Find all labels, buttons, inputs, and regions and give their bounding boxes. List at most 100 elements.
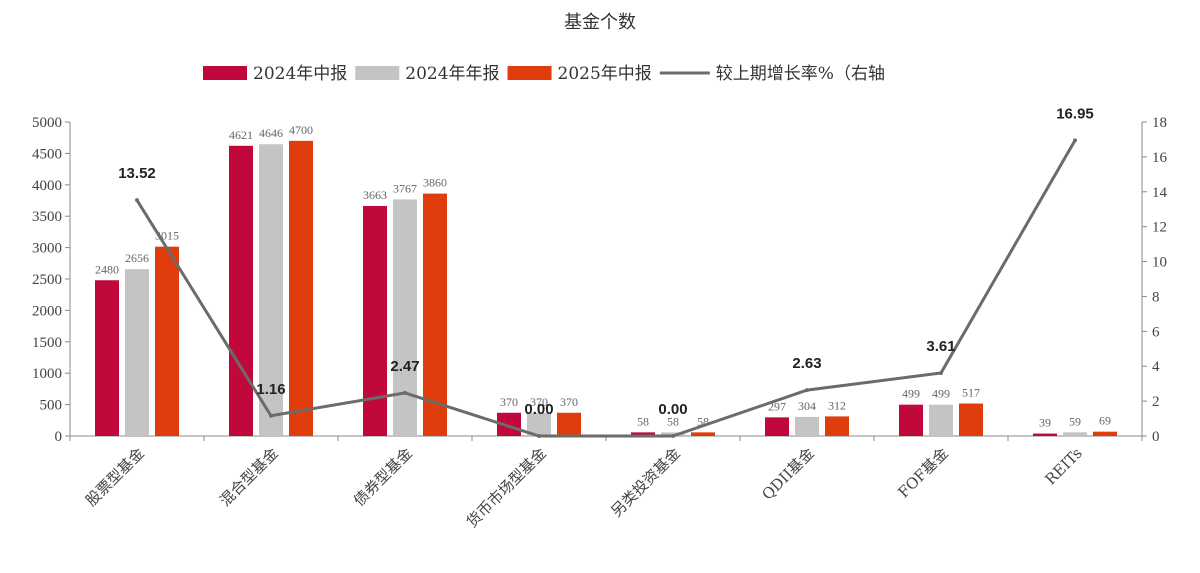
category-label: QDII基金	[758, 444, 818, 504]
bar-value-label: 517	[962, 386, 980, 400]
y-left-tick-label: 500	[40, 398, 63, 414]
bar	[423, 193, 447, 436]
bar	[899, 404, 923, 436]
y-left-tick-label: 2000	[32, 303, 62, 319]
growth-value-label: 2.47	[390, 358, 419, 375]
bar-value-label: 2656	[125, 251, 149, 265]
bar-value-label: 4646	[259, 126, 283, 140]
bars	[95, 140, 1117, 436]
growth-value-label: 1.16	[256, 381, 285, 398]
category-label: 股票型基金	[82, 444, 148, 510]
y-left-tick-label: 4000	[32, 178, 62, 194]
y-right-tick-label: 10	[1152, 255, 1167, 271]
bar	[631, 432, 655, 436]
bar	[795, 416, 819, 436]
y-left-tick-label: 1000	[32, 366, 62, 382]
bar-value-label: 3767	[393, 181, 417, 195]
bar	[1063, 432, 1087, 436]
bar	[691, 432, 715, 436]
bar	[289, 140, 313, 436]
category-label: REITs	[1041, 444, 1085, 488]
legend-label: 2024年年报	[405, 64, 499, 84]
bar	[959, 403, 983, 436]
bar	[125, 269, 149, 436]
growth-value-label: 13.52	[118, 165, 156, 182]
bar	[95, 280, 119, 436]
legend-label: 2024年中报	[253, 64, 347, 84]
y-right-tick-label: 16	[1152, 150, 1168, 166]
bar	[825, 416, 849, 436]
bar-value-label: 312	[828, 398, 846, 412]
bar-value-label: 58	[637, 414, 649, 428]
growth-value-label: 3.61	[926, 338, 955, 355]
bar	[557, 412, 581, 436]
y-left-tick-label: 2500	[32, 272, 62, 288]
category-labels: 股票型基金 混合型基金 债券型基金 货币市场型基金 另类投资基金 QDII基金 FOF基金 R…	[82, 444, 1086, 531]
y-right-tick-label: 4	[1152, 359, 1160, 375]
growth-line-path	[135, 139, 1077, 438]
category-label: 混合型基金	[216, 444, 282, 510]
y-right-tick-label: 12	[1152, 220, 1167, 236]
y-right-tick-label: 6	[1152, 324, 1160, 340]
legend-swatch	[203, 66, 247, 80]
y-right-tick-label: 8	[1152, 289, 1160, 305]
category-label: FOF基金	[894, 444, 951, 501]
category-label: 另类投资基金	[607, 444, 683, 520]
bar-value-label: 59	[1069, 414, 1081, 428]
growth-point	[269, 413, 273, 418]
legend-label: 较上期增长率%（右轴	[716, 64, 885, 84]
growth-value-label: 16.95	[1056, 105, 1094, 122]
y-right-tick-label: 2	[1152, 394, 1160, 410]
bar-value-label: 39	[1039, 416, 1051, 430]
y-left-tick-label: 4500	[32, 146, 62, 162]
bar-value-label: 69	[1099, 414, 1111, 428]
y-right-tick-label: 18	[1152, 115, 1167, 131]
growth-point	[537, 434, 541, 438]
bar	[363, 205, 387, 436]
bar-value-label: 499	[902, 387, 920, 401]
y-right-tick-label: 0	[1152, 429, 1160, 445]
bar-labels: 2480462136633705829749939265646463767370…	[95, 123, 1111, 430]
growth-point	[939, 371, 943, 376]
bar	[1033, 433, 1057, 436]
growth-line: 13.52 1.16 2.47 0.00 0.00 2.63 3.61 16.95	[118, 105, 1094, 438]
category-label: 货币市场型基金	[463, 444, 550, 531]
bar	[1093, 431, 1117, 436]
bar-value-label: 370	[500, 395, 518, 409]
bar-value-label: 4621	[229, 128, 253, 142]
bar	[155, 246, 179, 436]
legend-swatch	[355, 66, 400, 80]
axes: 0 500 1000 1500 2000 2500 3000 3500 4000 4500 5000…	[32, 115, 1168, 445]
category-label: 债券型基金	[350, 444, 416, 510]
chart-title: 基金个数	[564, 12, 636, 33]
bar-value-label: 370	[560, 395, 578, 409]
bar	[229, 145, 253, 436]
growth-value-label: 0.00	[658, 401, 687, 418]
y-left-tick-label: 0	[55, 429, 63, 445]
bar-value-label: 2480	[95, 262, 119, 276]
growth-point	[135, 198, 139, 203]
y-left-tick-label: 1500	[32, 335, 62, 351]
growth-point	[805, 388, 809, 393]
bar-value-label: 4700	[289, 123, 313, 137]
growth-value-label: 0.00	[524, 401, 553, 418]
bar-value-label: 58	[667, 414, 679, 428]
y-left-tick-label: 3000	[32, 241, 62, 257]
legend: 2024年中报 2024年年报 2025年中报 较上期增长率%（右轴	[203, 64, 885, 84]
bar	[765, 417, 789, 436]
bar	[259, 144, 283, 436]
bar	[393, 199, 417, 436]
bar-value-label: 3860	[423, 176, 447, 190]
legend-swatch	[507, 66, 552, 80]
legend-label: 2025年中报	[558, 64, 652, 84]
growth-point	[1073, 138, 1077, 143]
bar	[527, 412, 551, 436]
growth-point	[403, 390, 407, 395]
growth-point	[671, 434, 675, 438]
bar-value-label: 3663	[363, 188, 387, 202]
bar-value-label: 499	[932, 387, 950, 401]
growth-value-label: 2.63	[792, 355, 821, 372]
bar	[497, 412, 521, 436]
y-left-tick-label: 3500	[32, 209, 62, 225]
